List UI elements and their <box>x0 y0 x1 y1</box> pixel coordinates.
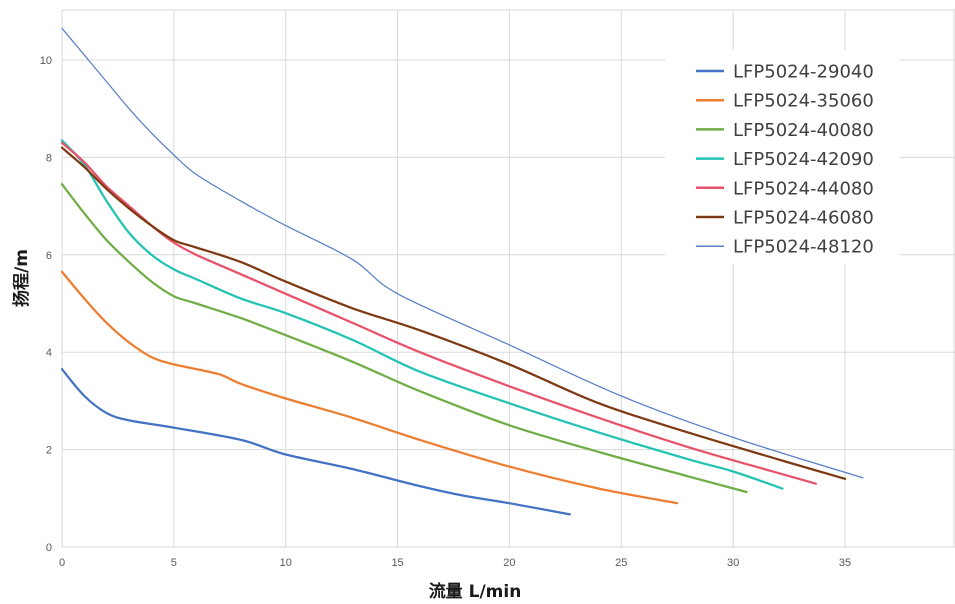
x-tick-label: 25 <box>615 557 627 569</box>
x-axis-title: 流量 L/min <box>429 581 522 602</box>
y-tick-label: 2 <box>46 445 52 457</box>
legend-label: LFP5024-44080 <box>733 178 874 199</box>
y-tick-label: 4 <box>46 347 52 359</box>
x-tick-label: 5 <box>171 557 177 569</box>
x-tick-label: 30 <box>727 557 739 569</box>
x-tick-label: 0 <box>59 557 65 569</box>
legend-label: LFP5024-29040 <box>733 62 874 83</box>
grid <box>61 9 955 548</box>
legend-label: LFP5024-40080 <box>733 120 874 141</box>
legend-label: LFP5024-48120 <box>733 237 874 258</box>
series-line-lfp5024-42090 <box>60 139 784 490</box>
legend-label: LFP5024-46080 <box>733 208 874 229</box>
x-tick-label: 35 <box>839 557 851 569</box>
legend: LFP5024-29040 LFP5024-35060 LFP5024-40080 L… <box>665 50 900 264</box>
series-line-lfp5024-29040 <box>60 368 571 516</box>
y-tick-label: 10 <box>40 55 52 67</box>
y-tick-label: 6 <box>46 250 52 262</box>
x-tick-label: 20 <box>503 557 515 569</box>
series-group <box>60 27 864 516</box>
y-axis-title: 扬程/m <box>11 249 32 307</box>
y-tick-labels: 0 2 4 6 8 10 <box>40 55 52 554</box>
legend-label: LFP5024-35060 <box>733 91 874 112</box>
x-tick-labels: 0 5 10 15 20 25 30 35 <box>59 557 851 569</box>
series-line-lfp5024-46080 <box>60 146 847 480</box>
legend-background <box>665 50 900 264</box>
x-tick-label: 10 <box>280 557 292 569</box>
y-tick-label: 8 <box>46 152 52 164</box>
y-tick-label: 0 <box>46 542 52 554</box>
x-tick-label: 15 <box>391 557 403 569</box>
legend-label: LFP5024-42090 <box>733 149 874 170</box>
series-line-lfp5024-40080 <box>60 183 748 494</box>
series-line-lfp5024-44080 <box>60 141 818 485</box>
series-line-lfp5024-35060 <box>60 270 679 505</box>
series-line-lfp5024-48120 <box>61 27 864 479</box>
